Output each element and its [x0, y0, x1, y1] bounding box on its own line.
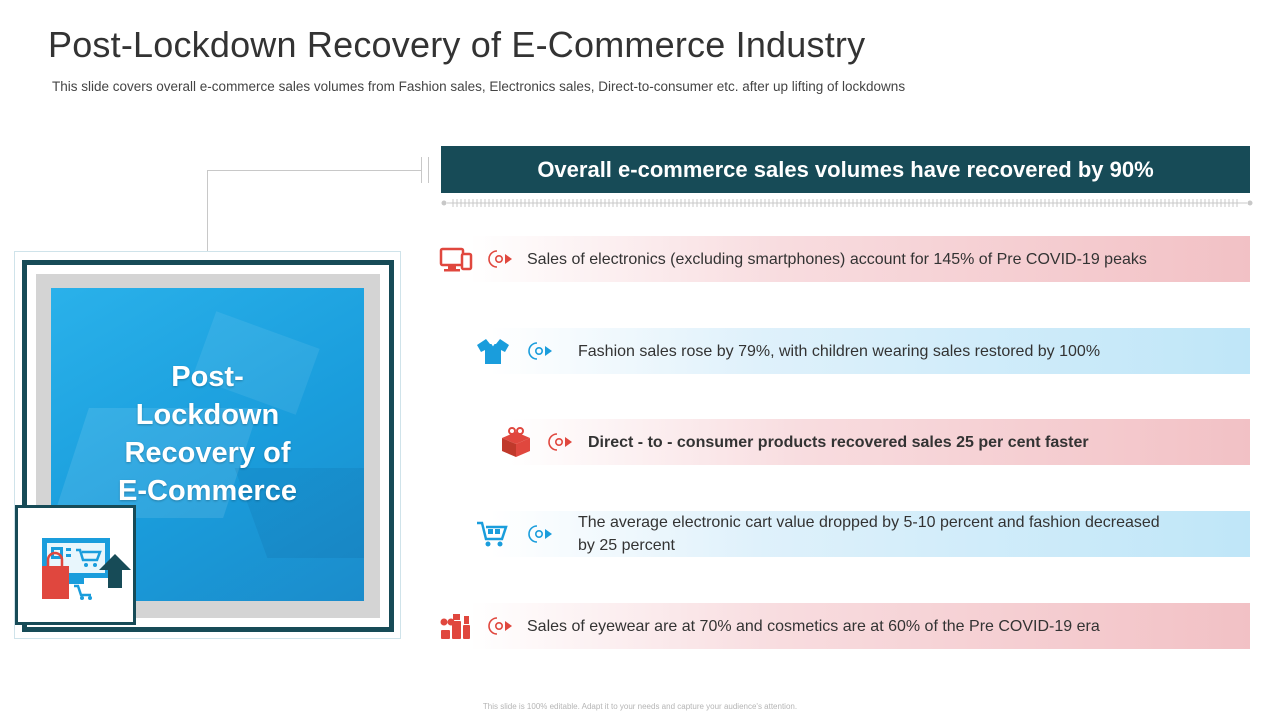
- headline-banner: Overall e-commerce sales volumes have re…: [441, 146, 1250, 193]
- list-item-eyewear-cosmetics: Sales of eyewear are at 70% and cosmetic…: [430, 603, 1250, 649]
- connector-vertical: [207, 170, 208, 251]
- ecommerce-icon-box: [15, 505, 136, 625]
- footer-note: This slide is 100% editable. Adapt it to…: [482, 702, 798, 711]
- pointer-arrow-icon: [528, 525, 552, 543]
- cosmetics-icon: [440, 614, 470, 639]
- slide-subtitle: This slide covers overall e-commerce sal…: [52, 79, 906, 94]
- pointer-arrow-icon: [548, 433, 572, 451]
- tick-ruler: [441, 199, 1253, 207]
- list-item-cart-value: The average electronic cart value droppe…: [430, 511, 1250, 557]
- pointer-arrow-icon: [488, 617, 512, 635]
- list-item-text: The average electronic cart value droppe…: [578, 514, 1160, 554]
- connector-cap-1: [421, 157, 422, 183]
- pointer-arrow-icon: [528, 342, 552, 360]
- ecommerce-cart-icon: [42, 538, 131, 600]
- list-item-fashion: Fashion sales rose by 79%, with children…: [430, 328, 1250, 374]
- monitor-icon: [439, 247, 473, 272]
- shirt-icon: [477, 338, 509, 364]
- pointer-arrow-icon: [488, 250, 512, 268]
- list-item-direct-to-consumer: Direct - to - consumer products recovere…: [430, 419, 1250, 465]
- slide-title: Post-Lockdown Recovery of E-Commerce Ind…: [48, 24, 866, 65]
- card-title: Post- Lockdown Recovery of E-Commerce: [118, 361, 297, 507]
- connector-cap-2: [428, 157, 429, 183]
- connector-horizontal: [207, 170, 422, 171]
- list-item-text: Sales of electronics (excluding smartpho…: [527, 250, 1147, 268]
- gift-box-icon: [502, 427, 530, 457]
- shopping-cart-icon: [477, 521, 508, 547]
- list-item-text: Direct - to - consumer products recovere…: [588, 433, 1089, 451]
- card-outer-frame: [14, 251, 401, 639]
- list-item-text: Fashion sales rose by 79%, with children…: [578, 342, 1101, 360]
- list-item-electronics: Sales of electronics (excluding smartpho…: [430, 236, 1250, 282]
- list-item-text: Sales of eyewear are at 70% and cosmetic…: [527, 617, 1100, 635]
